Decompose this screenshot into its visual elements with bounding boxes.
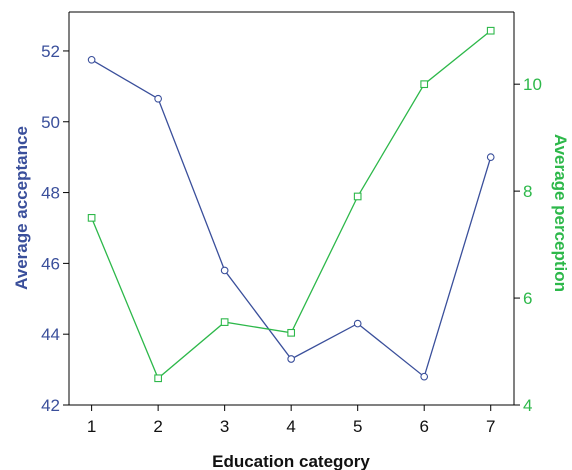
x-tick-label: 6 bbox=[419, 417, 428, 436]
right-tick-label: 4 bbox=[523, 396, 532, 415]
left-tick-label: 50 bbox=[41, 113, 60, 132]
data-point-perception bbox=[420, 80, 429, 89]
plot-frame bbox=[68, 11, 515, 406]
x-tick-label: 5 bbox=[353, 417, 362, 436]
series-layer bbox=[87, 26, 495, 383]
data-point-acceptance bbox=[486, 153, 495, 162]
data-point-acceptance bbox=[154, 94, 162, 103]
x-tick-label: 2 bbox=[153, 417, 162, 436]
left-tick-label: 42 bbox=[41, 396, 60, 415]
data-point-perception bbox=[220, 318, 229, 326]
data-point-perception bbox=[486, 26, 495, 35]
left-tick-label: 52 bbox=[41, 42, 60, 61]
left-axis-ticks: 42 44 46 48 50 52 bbox=[41, 42, 69, 415]
data-point-acceptance bbox=[87, 55, 96, 64]
data-point-acceptance bbox=[220, 266, 229, 275]
x-tick-label: 7 bbox=[486, 417, 495, 436]
data-point-acceptance bbox=[353, 319, 362, 328]
x-tick-label: 4 bbox=[286, 417, 295, 436]
x-axis-ticks: 1 2 3 4 5 6 7 bbox=[87, 405, 495, 436]
right-tick-label: 6 bbox=[523, 289, 532, 308]
x-tick-label: 1 bbox=[87, 417, 96, 436]
data-point-acceptance bbox=[420, 372, 429, 381]
series-line-perception bbox=[90, 30, 492, 380]
left-tick-label: 44 bbox=[41, 325, 60, 344]
right-tick-label: 8 bbox=[523, 182, 532, 201]
data-point-perception bbox=[87, 214, 96, 222]
y-right-axis-label: Average perception bbox=[551, 134, 570, 292]
y-left-axis-label: Average acceptance bbox=[12, 126, 31, 290]
data-point-perception bbox=[154, 374, 162, 383]
x-tick-label: 3 bbox=[220, 417, 229, 436]
left-tick-label: 46 bbox=[41, 254, 60, 273]
right-axis-ticks: 4 6 8 10 bbox=[514, 75, 542, 415]
data-point-perception bbox=[353, 192, 362, 201]
data-point-perception bbox=[287, 328, 296, 337]
right-tick-label: 10 bbox=[523, 75, 542, 94]
data-point-acceptance bbox=[287, 355, 296, 363]
left-tick-label: 48 bbox=[41, 184, 60, 203]
x-axis-label: Education category bbox=[212, 452, 370, 470]
